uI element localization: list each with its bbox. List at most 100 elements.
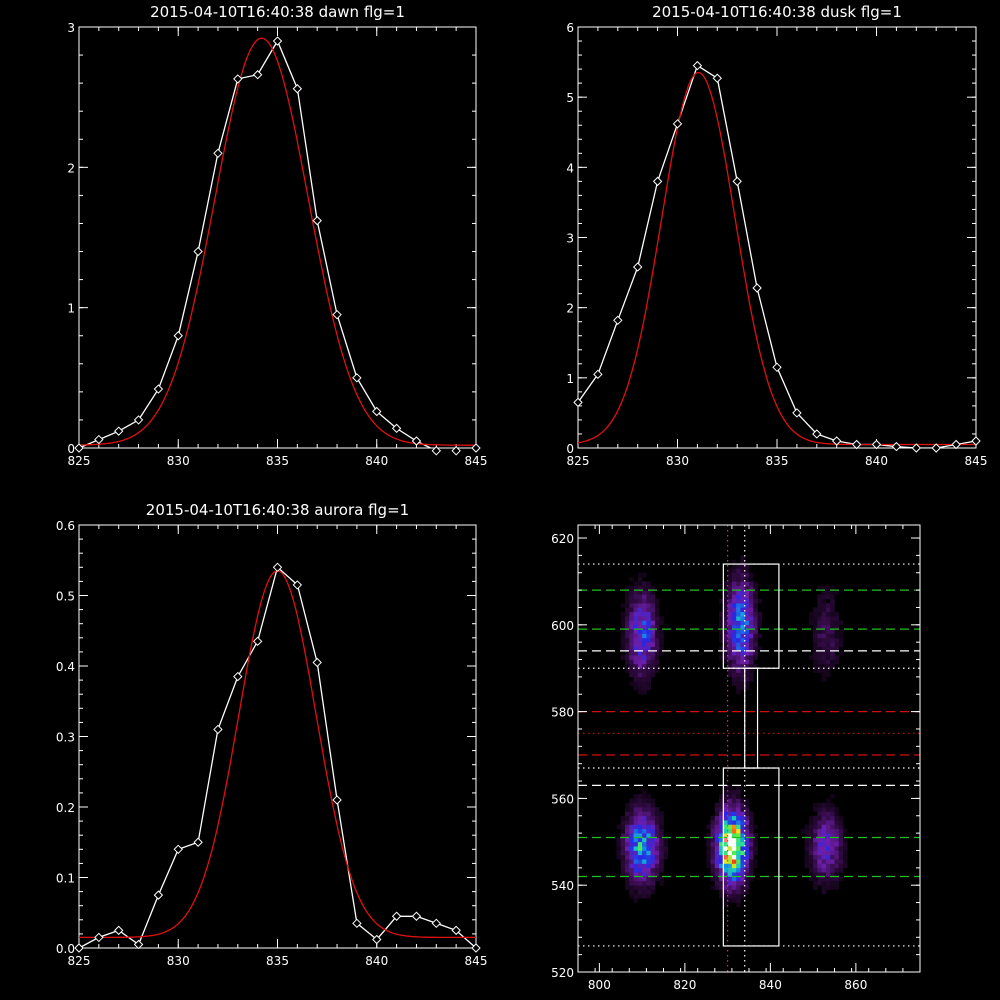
heatmap-pixel (714, 846, 720, 851)
heatmap-pixel (625, 637, 630, 643)
heatmap-pixel (830, 876, 835, 882)
heatmap-pixel (740, 668, 746, 673)
heatmap-pixel (723, 889, 728, 895)
heatmap-pixel (825, 603, 831, 608)
heatmap-pixel (629, 854, 634, 860)
heatmap-pixel (736, 893, 741, 899)
heatmap-pixel (744, 685, 750, 691)
heatmap-pixel (736, 607, 741, 613)
heatmap-pixel (817, 616, 822, 621)
heatmap-pixel (825, 629, 831, 634)
dawn-data-point (391, 423, 402, 434)
heatmap-pixel (830, 794, 835, 799)
heatmap-pixel (706, 833, 711, 838)
heatmap-pixel (813, 876, 818, 882)
heatmap-pixel (629, 846, 634, 851)
heatmap-pixel (620, 854, 626, 860)
heatmap-pixel (646, 841, 651, 847)
heatmap-pixel (727, 642, 733, 647)
heatmap-pixel (817, 668, 822, 673)
heatmap-pixel (834, 815, 840, 821)
heatmap-pixel (642, 811, 647, 817)
heatmap-pixel (830, 663, 835, 669)
heatmap-pixel (821, 650, 827, 656)
heatmap-pixel (625, 594, 630, 600)
heatmap-pixel (731, 815, 737, 821)
heatmap-pixel (821, 876, 827, 882)
heatmap-pixel (740, 624, 746, 630)
heatmap-pixel (825, 624, 831, 630)
heatmap-pixel (736, 585, 741, 591)
heatmap-pixel (723, 598, 728, 604)
heatmap-pixel (821, 811, 827, 817)
heatmap-pixel (744, 798, 750, 804)
heatmap-pixel (740, 568, 746, 574)
heatmap-pixel (727, 880, 733, 886)
heatmap-pixel (825, 668, 831, 673)
heatmap-pixel (736, 633, 741, 639)
heatmap-pixel (736, 624, 741, 630)
heatmap-pixel (736, 672, 741, 678)
heatmap-pixel (637, 893, 643, 899)
heatmap-pixel (620, 820, 626, 825)
heatmap-pixel (817, 880, 822, 886)
heatmap-pixel (637, 872, 643, 877)
heatmap-pixel (740, 880, 746, 886)
heatmap-pixel (629, 859, 634, 864)
aurora-x-tick-label: 825 (68, 954, 91, 968)
dusk-fit-curve (578, 71, 976, 446)
heatmap-pixel (821, 603, 827, 608)
heatmap-pixel (706, 850, 711, 856)
heatmap-pixel (625, 603, 630, 608)
heatmap-pixel (813, 629, 818, 634)
heatmap-pixel (813, 655, 818, 660)
heatmap-pixel (646, 807, 651, 812)
heatmap-pixel (749, 629, 754, 634)
heatmap-pixel (825, 633, 831, 639)
heatmap-pixel (723, 893, 728, 899)
heatmap-pixel (625, 629, 630, 634)
heatmap-pixel (813, 642, 818, 647)
heatmap-pixel (654, 820, 660, 825)
heatmap-pixel (830, 850, 835, 856)
dawn-x-tick-label: 840 (365, 454, 388, 468)
heatmap-pixel (629, 607, 634, 613)
heatmap-pixel (654, 663, 660, 669)
heatmap-pixel (706, 854, 711, 860)
heatmap-pixel (723, 785, 728, 791)
heatmap-pixel (813, 611, 818, 617)
heatmap-pixel (813, 650, 818, 656)
heatmap-pixel (753, 655, 758, 660)
heatmap-pixel (642, 594, 647, 600)
heatmap-pixel (633, 854, 639, 860)
heatmap-pixel (637, 642, 643, 647)
heatmap-pixel (744, 815, 750, 821)
heatmap-pixel (650, 585, 656, 591)
heatmap-pixel (744, 642, 750, 647)
heatmap-pixel (740, 581, 746, 587)
heatmap-pixel (642, 850, 647, 856)
heatmap-pixel (817, 863, 822, 869)
aurora-y-tick-label: 0.3 (56, 731, 75, 745)
heatmap-pixel (813, 820, 818, 825)
heatmap-pixel (744, 598, 750, 604)
heatmap-pixel (736, 689, 741, 695)
heatmap-pixel (821, 611, 827, 617)
heatmap-pixel (740, 598, 746, 604)
heatmap-pixel (838, 828, 844, 834)
heatmap-pixel (731, 616, 737, 621)
heatmap-pixel (719, 863, 724, 869)
heatmap-pixel (727, 637, 733, 643)
heatmap-pixel (719, 798, 724, 804)
heatmap-pixel (825, 672, 831, 678)
heatmap-pixel (753, 859, 758, 864)
heatmap-pixel (723, 859, 728, 864)
heatmap-pixel (825, 850, 831, 856)
heatmap-pixel (727, 646, 733, 652)
heatmap-pixel (736, 685, 741, 691)
heatmap-pixel (637, 689, 643, 695)
heatmap-pixel (744, 637, 750, 643)
heatmap-pixel (719, 811, 724, 817)
heatmap-pixel (642, 668, 647, 673)
heatmap-pixel (646, 889, 651, 895)
